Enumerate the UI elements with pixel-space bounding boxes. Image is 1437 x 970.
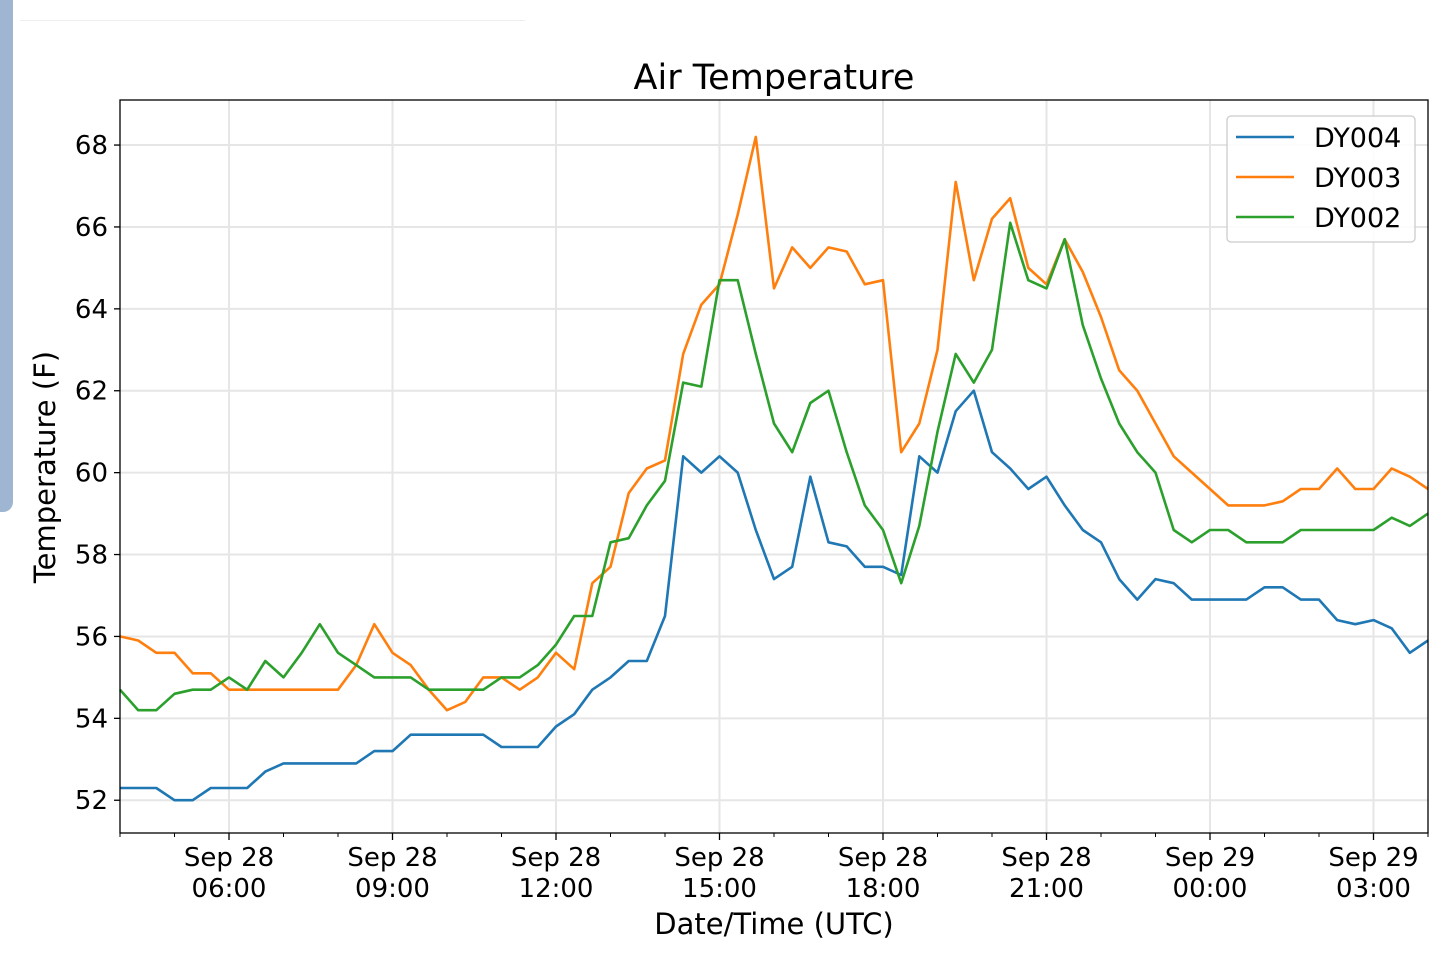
grid-lines [120,100,1428,833]
x-tick-label-time: 18:00 [846,874,921,904]
y-axis-label: Temperature (F) [28,351,62,584]
x-tick-label-date: Sep 28 [184,843,274,873]
y-tick-label: 60 [75,459,108,489]
y-tick-label: 66 [75,213,108,243]
x-tick-label-time: 00:00 [1173,874,1248,904]
x-tick-label-time: 12:00 [519,874,594,904]
x-tick-label-date: Sep 28 [511,843,601,873]
y-tick-label: 58 [75,541,108,571]
chart-title: Air Temperature [634,58,915,98]
y-tick-label: 68 [75,131,108,161]
x-tick-label-time: 09:00 [355,874,430,904]
x-tick-label-time: 06:00 [192,874,267,904]
y-tick-label: 52 [75,786,108,816]
legend-box [1226,115,1416,243]
x-tick-label-time: 15:00 [682,874,757,904]
x-axis-label: Date/Time (UTC) [654,907,893,941]
x-tick-label-date: Sep 28 [1001,843,1091,873]
x-tick-label-date: Sep 28 [674,843,764,873]
series-line-dy004 [120,389,1429,802]
series-line-dy003 [119,135,1429,712]
legend: DY004 DY003 DY002 [1226,115,1416,243]
legend-label: DY004 [1314,123,1401,154]
legend-label: DY003 [1314,163,1401,194]
x-tick-label-time: 21:00 [1009,874,1084,904]
side-panel-edge [0,0,13,512]
y-tick-label: 54 [75,704,108,734]
plot-frame [119,99,1429,834]
y-tick-label: 64 [75,295,108,325]
series-line-dy002 [119,221,1429,712]
x-tick-label-date: Sep 29 [1328,843,1418,873]
series-lines [119,135,1429,802]
x-tick-label-date: Sep 28 [347,843,437,873]
y-tick-label: 56 [75,622,108,652]
y-tick-label: 62 [75,377,108,407]
x-tick-label-date: Sep 28 [838,843,928,873]
x-tick-label-date: Sep 29 [1165,843,1255,873]
x-tick-label-time: 03:00 [1336,874,1411,904]
top-divider [20,20,525,21]
legend-label: DY002 [1314,203,1401,234]
